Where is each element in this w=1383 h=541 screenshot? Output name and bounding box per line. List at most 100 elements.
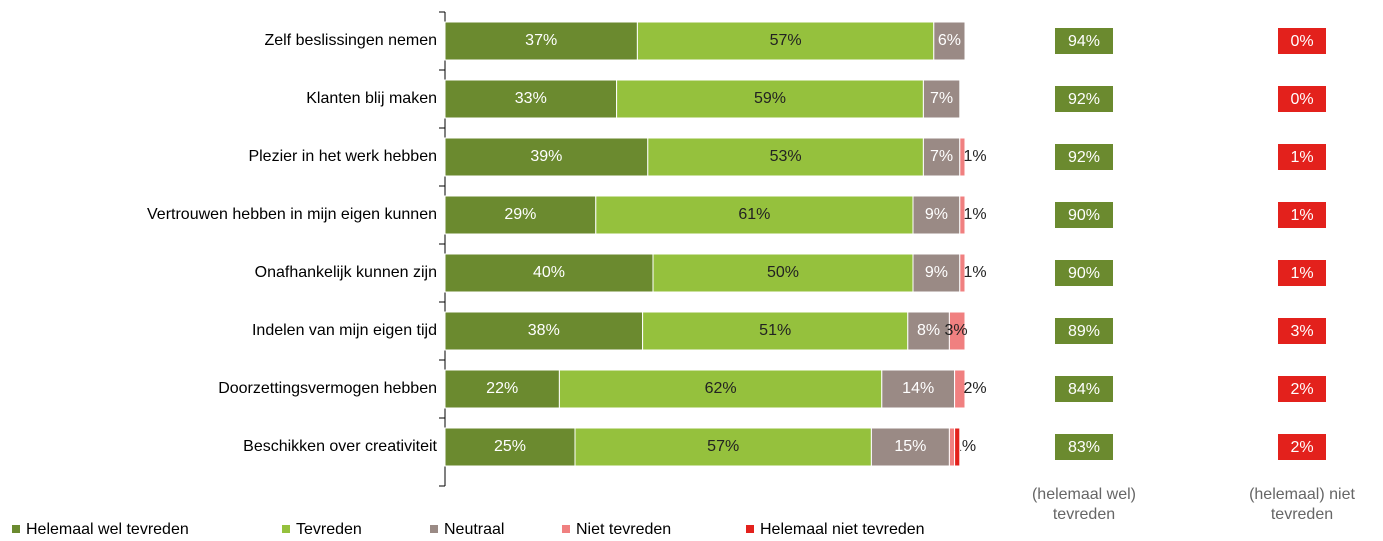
bar-segment — [870, 427, 950, 467]
bar-segment — [922, 79, 961, 119]
value-label: 15% — [894, 438, 926, 455]
legend-label: Tevreden — [296, 521, 362, 538]
category-label: Plezier in het werk hebben — [248, 148, 437, 165]
bar-segment — [912, 253, 961, 293]
summary-box — [1055, 376, 1113, 402]
bar-segment — [444, 79, 618, 119]
bar-segment — [444, 253, 654, 293]
summary-label: 90% — [1068, 265, 1100, 282]
value-label: 38% — [528, 322, 560, 339]
summary-label: 2% — [1290, 381, 1313, 398]
bar-segment — [574, 427, 872, 467]
bar-segment — [922, 137, 961, 177]
legend-label: Neutraal — [444, 521, 504, 538]
summary-box — [1055, 318, 1113, 344]
value-label: 8% — [917, 322, 940, 339]
summary-box — [1278, 28, 1326, 54]
summary-label: 94% — [1068, 33, 1100, 50]
summary-label: 1% — [1290, 207, 1313, 224]
value-label: 14% — [902, 380, 934, 397]
bar-segment — [907, 311, 950, 351]
legend-label: Helemaal wel tevreden — [26, 521, 189, 538]
summary-box — [1278, 144, 1326, 170]
value-label: 3% — [944, 322, 967, 339]
value-label: 59% — [754, 90, 786, 107]
category-label: Vertrouwen hebben in mijn eigen kunnen — [147, 206, 437, 223]
bar-segment — [948, 311, 966, 351]
value-label: 50% — [767, 264, 799, 281]
summary-label: 1% — [1290, 265, 1313, 282]
summary-label: 1% — [1290, 149, 1313, 166]
value-label: 9% — [925, 264, 948, 281]
bar-segment — [558, 369, 883, 409]
bar-segment — [959, 195, 966, 235]
summary-box — [1055, 144, 1113, 170]
bar-segment — [652, 253, 914, 293]
bar-segment — [954, 369, 966, 409]
bar-segment — [642, 311, 909, 351]
value-label: 39% — [530, 148, 562, 165]
summary-label: 0% — [1290, 91, 1313, 108]
summary-label: 3% — [1290, 323, 1313, 340]
summary-box — [1278, 86, 1326, 112]
bar-segment — [954, 427, 961, 467]
value-label: 1% — [963, 148, 986, 165]
value-label: 57% — [770, 32, 802, 49]
summary-label: 92% — [1068, 149, 1100, 166]
value-label: 9% — [925, 206, 948, 223]
bar-segment — [647, 137, 924, 177]
legend-swatch — [12, 525, 20, 533]
legend-swatch — [562, 525, 570, 533]
summary-header: (helemaal wel) tevreden — [1031, 486, 1137, 523]
summary-label: 84% — [1068, 381, 1100, 398]
summary-box — [1055, 86, 1113, 112]
bar-segment — [444, 195, 597, 235]
value-label: 62% — [705, 380, 737, 397]
category-label: Onafhankelijk kunnen zijn — [255, 264, 437, 281]
value-label: 61% — [738, 206, 770, 223]
value-label: 6% — [938, 32, 961, 49]
value-label: 1% — [963, 264, 986, 281]
value-label: 1% — [963, 206, 986, 223]
value-label: 53% — [770, 148, 802, 165]
summary-label: 2% — [1290, 439, 1313, 456]
summary-box — [1055, 28, 1113, 54]
legend-label: Helemaal niet tevreden — [760, 521, 925, 538]
summary-header: (helemaal) niet tevreden — [1249, 486, 1355, 523]
category-label: Zelf beslissingen nemen — [264, 32, 437, 49]
value-label: 25% — [494, 438, 526, 455]
bar-segment — [636, 21, 935, 61]
summary-label: 90% — [1068, 207, 1100, 224]
bar-segment — [444, 137, 649, 177]
summary-box — [1055, 260, 1113, 286]
bar-segment — [444, 427, 576, 467]
summary-box — [1278, 202, 1326, 228]
category-label: Klanten blij maken — [306, 90, 437, 107]
legend-swatch — [746, 525, 754, 533]
summary-box — [1055, 434, 1113, 460]
value-label: 57% — [707, 438, 739, 455]
summary-label: 83% — [1068, 439, 1100, 456]
legend-swatch — [282, 525, 290, 533]
value-label: 2% — [963, 380, 986, 397]
summary-label: 0% — [1290, 33, 1313, 50]
bar-segment — [959, 137, 966, 177]
category-label: Indelen van mijn eigen tijd — [252, 322, 437, 339]
summary-box — [1278, 318, 1326, 344]
value-label: 29% — [504, 206, 536, 223]
summary-box — [1278, 434, 1326, 460]
value-label: 33% — [515, 90, 547, 107]
bar-segment — [444, 369, 560, 409]
bar-segment — [595, 195, 914, 235]
value-label: 7% — [930, 148, 953, 165]
summary-box — [1278, 376, 1326, 402]
bar-segment — [912, 195, 961, 235]
category-label: Doorzettingsvermogen hebben — [218, 380, 437, 397]
value-label: 7% — [930, 90, 953, 107]
bar-segment — [933, 21, 966, 61]
value-label: 51% — [759, 322, 791, 339]
value-label: 37% — [525, 32, 557, 49]
value-label: 40% — [533, 264, 565, 281]
